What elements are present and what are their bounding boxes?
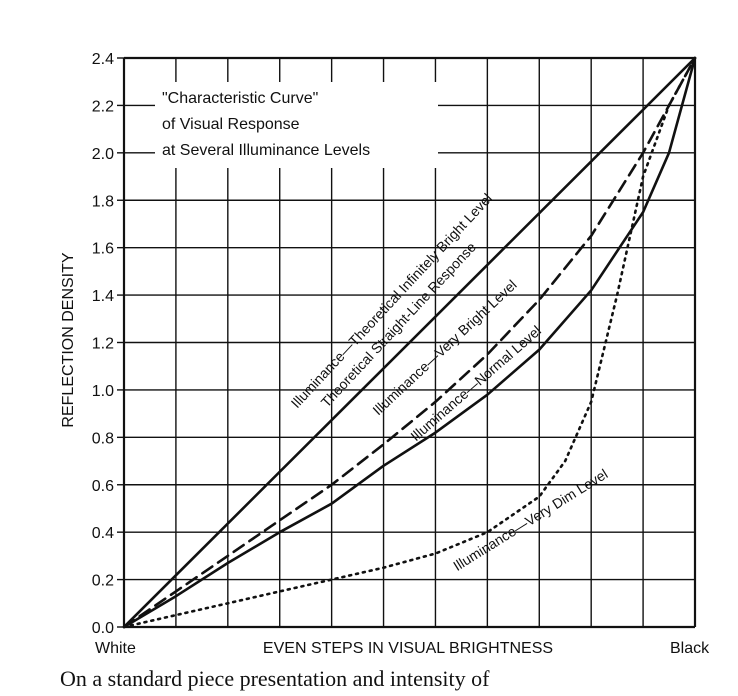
chart: 0.00.20.40.60.81.01.21.41.61.82.02.22.4 … xyxy=(60,51,710,657)
y-tick-label: 0.4 xyxy=(92,525,114,542)
series-line-solid xyxy=(122,56,697,629)
x-end-label-black: Black xyxy=(670,640,710,657)
y-tick-label: 1.6 xyxy=(92,241,114,258)
y-tick-label: 1.0 xyxy=(92,383,114,400)
title-box-bg xyxy=(155,82,438,168)
y-tick-label: 2.4 xyxy=(92,51,114,68)
y-tick-label: 1.2 xyxy=(92,336,114,353)
y-tick-label: 0.8 xyxy=(92,430,114,447)
title-line-2: of Visual Response xyxy=(162,116,300,133)
x-axis-title: EVEN STEPS IN VISUAL BRIGHTNESS xyxy=(263,640,553,657)
y-tick-label: 2.0 xyxy=(92,146,114,163)
series-line-solid xyxy=(122,56,697,629)
y-tick-label: 1.8 xyxy=(92,193,114,210)
y-tick-label: 1.4 xyxy=(92,288,114,305)
y-tick-label: 2.2 xyxy=(92,98,114,115)
series-label-very-dim: Illuminance—Very Dim Level xyxy=(450,466,610,574)
title-line-3: at Several Illuminance Levels xyxy=(162,142,370,159)
series-label-infinitely-bright: Illuminance—Theoretical Infinitely Brigh… xyxy=(288,190,496,411)
y-axis-title: REFLECTION DENSITY xyxy=(60,252,77,427)
caption-text: On a standard piece presentation and int… xyxy=(60,666,490,691)
x-end-label-white: White xyxy=(95,640,136,657)
curves xyxy=(122,56,697,629)
y-tick-label: 0.2 xyxy=(92,573,114,590)
y-tick-label: 0.6 xyxy=(92,478,114,495)
series-label-normal: Illuminance—Normal Level xyxy=(407,322,544,444)
y-tick-labels: 0.0 0.2 0.4 0.6 0.8 1.0 1.2 1.4 1.6 1.8 2.0 2.2 2.4 xyxy=(92,51,114,637)
title-line-1: "Characteristic Curve" xyxy=(162,90,318,107)
y-tick-label: 0.0 xyxy=(92,620,114,637)
series-line-dashed xyxy=(122,56,697,629)
